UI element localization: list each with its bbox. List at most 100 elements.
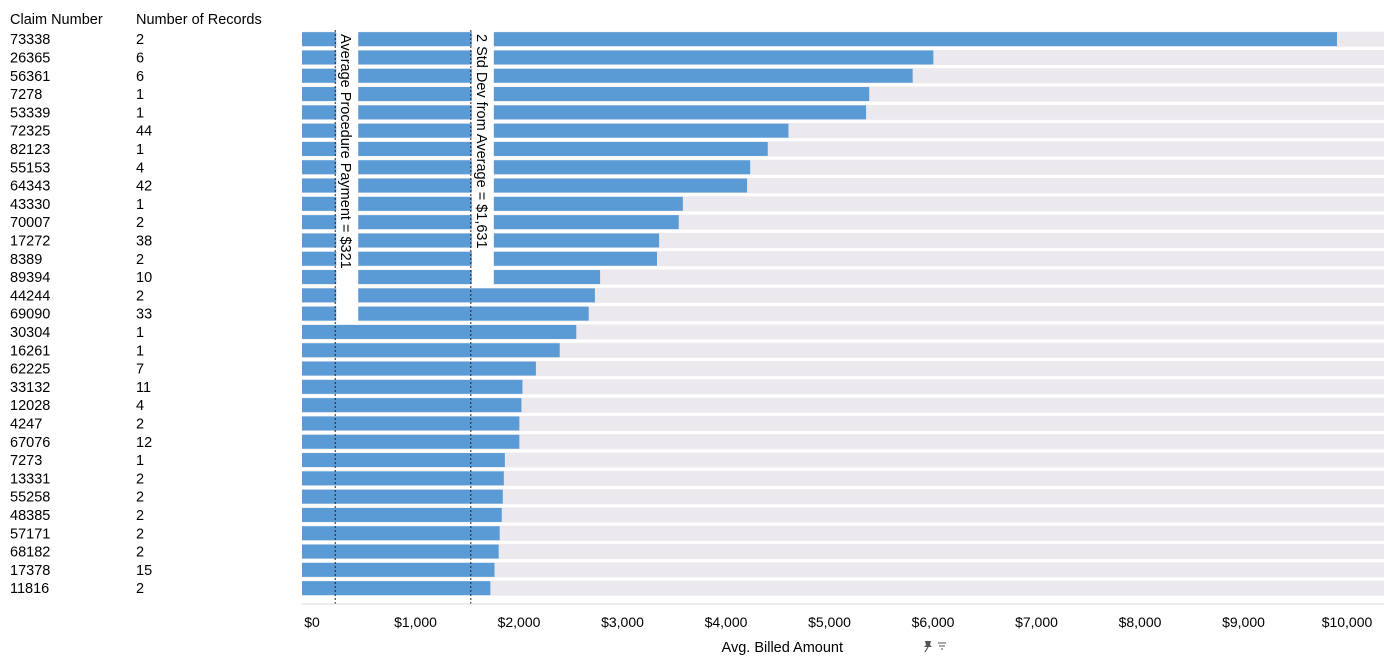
bar[interactable] [302, 489, 503, 504]
record-count-label[interactable]: 4 [136, 160, 144, 176]
claim-number-label[interactable]: 53339 [10, 105, 50, 121]
bar[interactable] [302, 178, 748, 193]
bar[interactable] [302, 87, 870, 102]
claim-number-label[interactable]: 17378 [10, 563, 50, 579]
bar[interactable] [302, 526, 500, 541]
claim-number-label[interactable]: 7273 [10, 453, 42, 469]
x-axis-title[interactable]: Avg. Billed Amount [722, 640, 843, 656]
claim-number-label[interactable]: 26365 [10, 50, 50, 66]
bar[interactable] [302, 68, 913, 83]
bar[interactable] [302, 544, 499, 559]
reference-label-box [336, 30, 359, 322]
bar[interactable] [302, 288, 595, 303]
record-count-label[interactable]: 7 [136, 362, 144, 378]
column-header-number-of-records[interactable]: Number of Records [136, 12, 262, 28]
record-count-label[interactable]: 1 [136, 142, 144, 158]
claim-number-label[interactable]: 57171 [10, 526, 50, 542]
claim-number-label[interactable]: 72325 [10, 124, 50, 140]
bar[interactable] [302, 50, 934, 65]
claim-number-label[interactable]: 16261 [10, 343, 50, 359]
claim-number-label[interactable]: 7278 [10, 87, 42, 103]
reference-line-label[interactable]: 2 Std Dev from Average = $1,631 [473, 34, 489, 249]
record-count-label[interactable]: 1 [136, 343, 144, 359]
bar[interactable] [302, 270, 601, 285]
claim-number-label[interactable]: 70007 [10, 215, 50, 231]
bar[interactable] [302, 306, 589, 321]
bar[interactable] [302, 581, 491, 596]
claim-number-label[interactable]: 55153 [10, 160, 50, 176]
record-count-label[interactable]: 2 [136, 32, 144, 48]
record-count-label[interactable]: 15 [136, 563, 152, 579]
record-count-label[interactable]: 11 [136, 380, 151, 396]
bar[interactable] [302, 343, 560, 358]
bar[interactable] [302, 324, 577, 339]
record-count-label[interactable]: 1 [136, 87, 144, 103]
record-count-label[interactable]: 38 [136, 233, 152, 249]
claim-number-label[interactable]: 56361 [10, 69, 50, 85]
bar[interactable] [302, 361, 536, 376]
claim-number-label[interactable]: 48385 [10, 508, 50, 524]
claim-number-label[interactable]: 30304 [10, 325, 50, 341]
record-count-label[interactable]: 2 [136, 490, 144, 506]
bar[interactable] [302, 562, 495, 577]
record-count-label[interactable]: 2 [136, 252, 144, 268]
record-count-label[interactable]: 1 [136, 197, 144, 213]
claim-number-label[interactable]: 64343 [10, 179, 50, 195]
record-count-label[interactable]: 2 [136, 581, 144, 597]
record-count-label[interactable]: 2 [136, 508, 144, 524]
record-count-label[interactable]: 4 [136, 398, 144, 414]
row-band [302, 379, 1384, 395]
record-count-label[interactable]: 33 [136, 307, 152, 323]
record-count-label[interactable]: 2 [136, 215, 144, 231]
bar[interactable] [302, 379, 523, 394]
claim-number-label[interactable]: 89394 [10, 270, 50, 286]
claim-number-label[interactable]: 13331 [10, 471, 50, 487]
record-count-label[interactable]: 2 [136, 288, 144, 304]
claim-number-label[interactable]: 69090 [10, 307, 50, 323]
claim-number-label[interactable]: 73338 [10, 32, 50, 48]
pin-icon[interactable] [924, 641, 932, 653]
claim-number-label[interactable]: 68182 [10, 545, 50, 561]
bar[interactable] [302, 32, 1337, 47]
bar[interactable] [302, 160, 751, 175]
record-count-label[interactable]: 44 [136, 124, 152, 140]
x-tick-label: $3,000 [601, 614, 644, 630]
record-count-label[interactable]: 2 [136, 416, 144, 432]
claim-number-label[interactable]: 44244 [10, 288, 50, 304]
record-count-label[interactable]: 1 [136, 325, 144, 341]
claim-number-label[interactable]: 55258 [10, 490, 50, 506]
record-count-label[interactable]: 1 [136, 453, 144, 469]
record-count-label[interactable]: 10 [136, 270, 152, 286]
bar[interactable] [302, 123, 789, 138]
claim-number-label[interactable]: 67076 [10, 435, 50, 451]
claim-number-label[interactable]: 8389 [10, 252, 42, 268]
claim-number-label[interactable]: 4247 [10, 416, 42, 432]
claim-number-label[interactable]: 11816 [10, 581, 49, 597]
bar[interactable] [302, 507, 502, 522]
record-count-label[interactable]: 6 [136, 69, 144, 85]
claim-number-label[interactable]: 43330 [10, 197, 50, 213]
bar[interactable] [302, 398, 522, 413]
record-count-label[interactable]: 42 [136, 179, 152, 195]
sort-icon[interactable] [938, 642, 946, 650]
claim-number-label[interactable]: 82123 [10, 142, 50, 158]
column-header-claim-number[interactable]: Claim Number [10, 12, 103, 28]
claim-number-label[interactable]: 17272 [10, 233, 50, 249]
bar[interactable] [302, 416, 520, 431]
record-count-label[interactable]: 6 [136, 50, 144, 66]
claim-number-label[interactable]: 33132 [10, 380, 50, 396]
bar[interactable] [302, 434, 520, 449]
record-count-label[interactable]: 1 [136, 105, 144, 121]
record-count-label[interactable]: 2 [136, 471, 144, 487]
bar[interactable] [302, 105, 867, 120]
reference-line-label[interactable]: Average Procedure Payment = $321 [337, 34, 353, 269]
record-count-label[interactable]: 2 [136, 526, 144, 542]
bar[interactable] [302, 471, 504, 486]
bar[interactable] [302, 453, 505, 468]
claim-number-label[interactable]: 12028 [10, 398, 50, 414]
claim-number-label[interactable]: 62225 [10, 362, 50, 378]
record-count-label[interactable]: 2 [136, 545, 144, 561]
record-count-label[interactable]: 12 [136, 435, 152, 451]
bar[interactable] [302, 141, 768, 156]
